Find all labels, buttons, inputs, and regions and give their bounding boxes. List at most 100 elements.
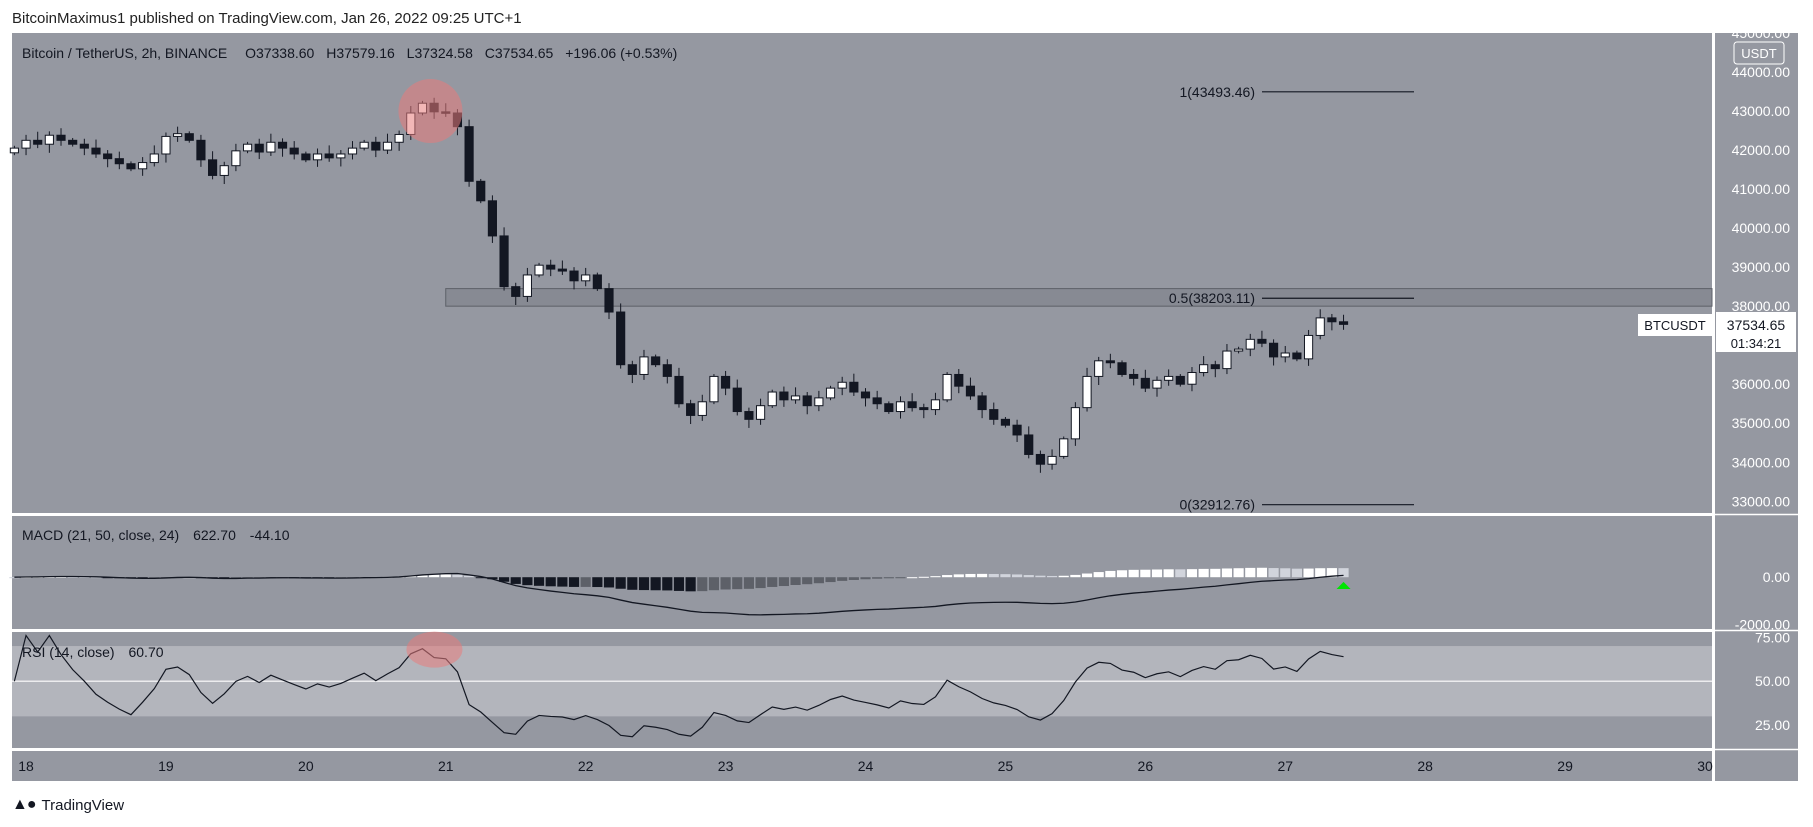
candle-body <box>149 153 159 164</box>
rsi-line <box>13 634 1344 738</box>
macd-histogram-bar <box>452 574 463 578</box>
macd-histogram-bar <box>592 577 603 588</box>
candle-body <box>557 268 567 272</box>
time-axis-bg <box>12 751 1712 781</box>
candle <box>604 283 614 320</box>
fib-level-label: 1(43493.46) <box>1179 84 1255 100</box>
time-tick-label: 21 <box>438 758 454 774</box>
candle <box>1257 330 1267 348</box>
candle <box>860 388 871 407</box>
macd-histogram-bar <box>755 577 766 589</box>
candle-body <box>161 135 171 155</box>
macd-histogram-bar <box>440 574 451 578</box>
candle <box>114 151 124 170</box>
time-tick-label: 19 <box>158 758 174 774</box>
price-tick-label: 41000.00 <box>1732 181 1791 197</box>
currency-badge[interactable]: USDT <box>1741 46 1776 61</box>
candle-body <box>231 150 241 167</box>
candle-body <box>779 391 789 401</box>
candle-body <box>1105 360 1115 364</box>
candle-body <box>277 141 288 149</box>
time-tick-label: 26 <box>1138 758 1154 774</box>
candle <box>266 133 276 156</box>
rsi-tick-label: 25.00 <box>1755 717 1790 733</box>
price-panel-bg <box>12 33 1712 513</box>
tradingview-logo-icon: ▲● <box>12 796 36 813</box>
candle <box>895 396 906 419</box>
candle-body <box>1257 338 1267 344</box>
macd-histogram-bar <box>568 577 580 587</box>
macd-histogram-bar <box>603 577 615 588</box>
candle <box>1105 353 1115 369</box>
candle-body <box>977 395 987 411</box>
macd-histogram-bar <box>219 577 230 579</box>
candle-body <box>1164 375 1174 381</box>
price-tick-label: 40000.00 <box>1732 220 1791 236</box>
candle-body <box>254 143 264 153</box>
candle-body <box>184 133 194 141</box>
macd-histogram-bar <box>475 577 486 579</box>
macd-histogram-bar <box>429 574 440 578</box>
candle-body <box>1210 364 1220 370</box>
macd-histogram-bar <box>802 577 813 585</box>
price-tick-label: 35000.00 <box>1732 415 1791 431</box>
candle-body <box>242 143 253 152</box>
macd-value-2: -44.10 <box>250 527 290 543</box>
candle <box>161 132 171 163</box>
candle <box>487 195 497 243</box>
candle-body <box>324 153 334 159</box>
candle <box>312 148 323 167</box>
candle-body <box>686 403 696 416</box>
candle <box>686 399 696 425</box>
candle-body <box>942 373 952 401</box>
candle-body <box>173 133 183 137</box>
macd-histogram-bar <box>533 577 545 586</box>
candle <box>592 272 602 291</box>
candle <box>277 138 288 157</box>
candle <box>989 402 999 425</box>
candle-body <box>790 395 801 401</box>
macd-histogram-bar <box>1163 569 1174 578</box>
candle <box>103 150 113 168</box>
macd-histogram-bar <box>417 575 428 578</box>
candle <box>662 359 672 384</box>
candle-body <box>499 235 509 288</box>
time-tick-label: 28 <box>1417 758 1433 774</box>
macd-histogram-bar <box>90 577 102 579</box>
macd-histogram-bar <box>510 577 521 584</box>
candle-body <box>802 395 812 407</box>
macd-histogram-bar <box>930 576 941 578</box>
macd-histogram-bar <box>1338 568 1349 578</box>
macd-histogram-bar <box>1070 574 1081 578</box>
candle <box>359 139 369 151</box>
candle-body <box>965 385 976 397</box>
candle <box>802 392 812 415</box>
macd-histogram-bar <box>137 577 148 579</box>
candle-body <box>196 139 206 161</box>
macd-histogram-bar <box>860 577 871 580</box>
macd-histogram-bar <box>673 577 685 591</box>
price-tick-label: 36000.00 <box>1732 376 1791 392</box>
candle <box>324 145 334 162</box>
candle <box>1152 376 1162 397</box>
macd-histogram-bar <box>1035 575 1046 578</box>
candle-body <box>849 381 859 393</box>
candle <box>1292 350 1302 362</box>
candle <box>1210 360 1220 378</box>
candle-body <box>301 153 311 161</box>
macd-histogram-bar <box>557 577 568 587</box>
price-tick-label: 38000.00 <box>1732 298 1791 314</box>
candle <box>651 354 661 368</box>
candle <box>242 141 253 154</box>
last-price: 37534.65 <box>1727 317 1786 333</box>
candle <box>336 150 346 167</box>
macd-histogram-bar <box>79 576 90 578</box>
candle-body <box>21 139 31 149</box>
macd-histogram-bar <box>708 577 720 591</box>
rsi-peak-highlight <box>406 631 463 668</box>
candle <box>1234 346 1244 354</box>
candle-body <box>1047 455 1057 465</box>
candle <box>581 267 591 287</box>
candle-body <box>103 153 113 160</box>
